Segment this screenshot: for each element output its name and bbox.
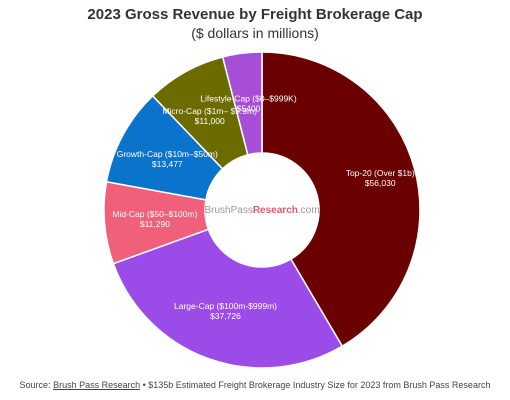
slice-category-4: Micro-Cap ($1m– $9.9m) <box>162 106 257 116</box>
slice-value-1: $37,726 <box>210 311 241 321</box>
slices-group <box>103 51 421 369</box>
slice-value-5: $5400 <box>237 103 261 113</box>
center-watermark-part2: Research <box>253 205 298 216</box>
slice-label-4: Micro-Cap ($1m– $9.9m) $11,000 <box>162 106 257 126</box>
center-watermark-part3: .com <box>298 205 320 216</box>
slice-category-0: Top-20 (Over $1b) <box>346 168 415 178</box>
slice-label-5: Lifestyle-Cap ($0–$999K) $5400 <box>200 93 297 113</box>
slice-label-2: Mid-Cap ($50–$100m) $11,290 <box>112 209 197 229</box>
slice-5 <box>221 51 263 156</box>
labels-group: Top-20 (Over $1b) $56,030 Large-Cap ($100m… <box>112 93 414 321</box>
source-prefix: Source: <box>19 380 54 390</box>
slice-value-3: $13,477 <box>152 159 183 169</box>
center-watermark-part1: BrushPass <box>204 205 252 216</box>
slice-value-0: $56,030 <box>365 178 396 188</box>
slice-value-2: $11,290 <box>140 219 170 229</box>
chart-subtitle: ($ dollars in millions) <box>191 25 319 41</box>
slice-value-4: $11,000 <box>195 116 225 126</box>
slice-0 <box>261 51 421 348</box>
slice-category-2: Mid-Cap ($50–$100m) <box>112 209 197 219</box>
slice-category-3: Growth-Cap ($10m–$50m) <box>117 149 218 159</box>
slice-label-0: Top-20 (Over $1b) $56,030 <box>346 168 415 188</box>
source-line: Source: Brush Pass Research • $135b Esti… <box>0 380 510 390</box>
source-rest: $135b Estimated Freight Brokerage Indust… <box>148 380 491 390</box>
slice-category-1: Large-Cap ($100m-$999m) <box>174 301 277 311</box>
slice-1 <box>112 228 344 369</box>
source-separator: • <box>140 380 149 390</box>
chart-title: 2023 Gross Revenue by Freight Brokerage … <box>87 6 423 23</box>
slice-label-1: Large-Cap ($100m-$999m) $37,726 <box>174 301 277 321</box>
center-watermark: BrushPassResearch.com <box>204 205 319 216</box>
slice-category-5: Lifestyle-Cap ($0–$999K) <box>200 93 297 103</box>
source-link[interactable]: Brush Pass Research <box>53 380 141 390</box>
slice-label-3: Growth-Cap ($10m–$50m) $13,477 <box>117 149 218 169</box>
